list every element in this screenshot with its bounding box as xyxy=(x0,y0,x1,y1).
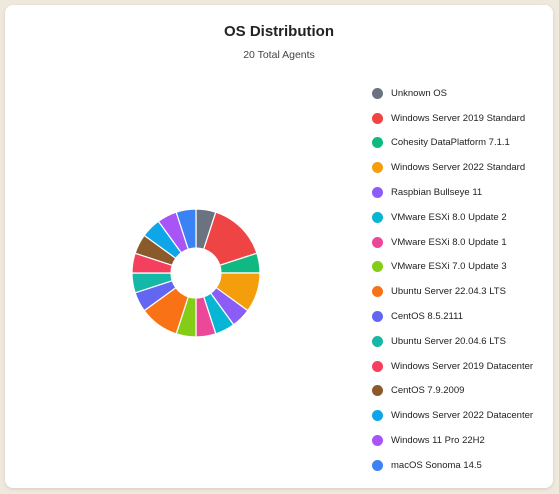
legend-item[interactable]: Windows Server 2022 Datacenter xyxy=(372,403,533,428)
legend-item[interactable]: Windows 11 Pro 22H2 xyxy=(372,428,533,453)
legend-item[interactable]: VMware ESXi 7.0 Update 3 xyxy=(372,255,533,280)
legend-item[interactable]: VMware ESXi 8.0 Update 1 xyxy=(372,230,533,255)
legend-label: Windows Server 2022 Datacenter xyxy=(391,410,534,422)
legend-swatch xyxy=(372,137,383,149)
legend-swatch xyxy=(372,162,383,174)
legend-swatch xyxy=(372,112,383,124)
donut-chart xyxy=(131,208,261,338)
legend-label: CentOS 8.5.2111 xyxy=(391,311,464,323)
legend-item[interactable]: Windows Server 2019 Standard xyxy=(372,106,533,131)
legend-item[interactable]: Ubuntu Server 22.04.3 LTS xyxy=(372,279,533,304)
legend-swatch xyxy=(372,435,383,447)
legend-label: Windows Server 2022 Standard xyxy=(391,162,526,174)
legend-swatch xyxy=(372,261,383,273)
legend-swatch xyxy=(372,459,383,471)
legend-label: Windows Server 2019 Standard xyxy=(391,112,526,124)
legend-swatch xyxy=(372,187,383,199)
legend-item[interactable]: VMware ESXi 8.0 Update 2 xyxy=(372,205,533,230)
legend-swatch xyxy=(372,360,383,372)
legend-item[interactable]: CentOS 7.9.2009 xyxy=(372,379,533,404)
donut-slice[interactable] xyxy=(175,208,197,250)
legend-swatch xyxy=(372,335,383,347)
legend-item[interactable]: Windows Server 2022 Standard xyxy=(372,155,533,180)
legend-label: Cohesity DataPlatform 7.1.1 xyxy=(391,137,510,149)
legend-item[interactable]: CentOS 8.5.2111 xyxy=(372,304,533,329)
legend-label: Raspbian Bullseye 11 xyxy=(391,187,483,199)
legend-label: CentOS 7.9.2009 xyxy=(391,385,465,397)
legend-label: VMware ESXi 7.0 Update 3 xyxy=(391,261,507,273)
legend-label: Unknown OS xyxy=(391,87,447,99)
legend-swatch xyxy=(372,311,383,323)
legend-swatch xyxy=(372,385,383,397)
legend-item[interactable]: Unknown OS xyxy=(372,81,533,106)
legend-swatch xyxy=(372,236,383,248)
legend-item[interactable]: Raspbian Bullseye 11 xyxy=(372,180,533,205)
legend-item[interactable]: Windows Server 2019 Datacenter xyxy=(372,354,533,379)
legend-item[interactable]: Cohesity DataPlatform 7.1.1 xyxy=(372,131,533,156)
legend-item[interactable]: Ubuntu Server 20.04.6 LTS xyxy=(372,329,533,354)
legend-label: macOS Sonoma 14.5 xyxy=(391,459,482,471)
chart-subtitle: 20 Total Agents xyxy=(243,49,315,61)
legend-label: VMware ESXi 8.0 Update 2 xyxy=(391,211,507,223)
legend-swatch xyxy=(372,87,383,99)
legend-label: Windows 11 Pro 22H2 xyxy=(391,435,485,447)
legend-swatch xyxy=(372,410,383,422)
legend-label: Ubuntu Server 20.04.6 LTS xyxy=(391,335,506,347)
legend-swatch xyxy=(372,286,383,298)
legend-item[interactable]: macOS Sonoma 14.5 xyxy=(372,453,533,478)
legend-label: VMware ESXi 8.0 Update 1 xyxy=(391,236,507,248)
chart-title: OS Distribution xyxy=(224,23,334,40)
legend-swatch xyxy=(372,211,383,223)
chart-legend: Unknown OS Windows Server 2019 Standard Co… xyxy=(372,81,533,478)
legend-label: Windows Server 2019 Datacenter xyxy=(391,360,534,372)
legend-label: Ubuntu Server 22.04.3 LTS xyxy=(391,286,506,298)
os-distribution-card: OS Distribution 20 Total Agents Unknown … xyxy=(5,5,553,488)
